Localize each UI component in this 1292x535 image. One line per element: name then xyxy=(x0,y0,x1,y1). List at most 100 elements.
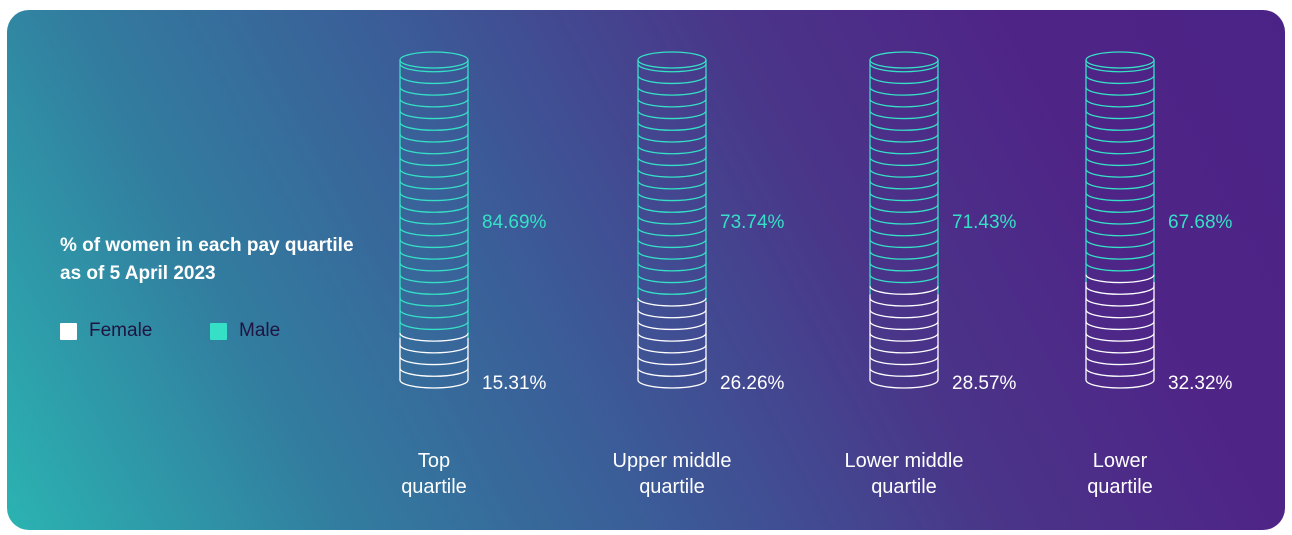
coin-edge xyxy=(637,356,707,366)
data-label-male-1: 84.69% xyxy=(482,212,547,233)
legend-item-male: Male xyxy=(210,320,280,342)
coin-edge xyxy=(637,344,707,354)
coin-edge xyxy=(869,133,939,143)
category-label-4: Lower quartile xyxy=(1030,448,1210,500)
coin-edge xyxy=(869,110,939,120)
category-label-line: Top xyxy=(417,450,451,472)
stack-4 xyxy=(1085,51,1155,389)
chart-card: % of women in each pay quartile as of 5 … xyxy=(7,10,1285,530)
coin-edge xyxy=(1085,215,1155,225)
coin-edge xyxy=(637,286,707,295)
coin-edge xyxy=(1085,192,1155,202)
coin-edge xyxy=(869,356,939,366)
coin-edge xyxy=(637,262,707,272)
coin-top xyxy=(1085,51,1155,69)
coin-edge xyxy=(637,215,707,225)
coin-edge xyxy=(399,86,469,96)
coin-edge xyxy=(399,122,469,131)
data-label-male-4: 67.68% xyxy=(1168,212,1233,233)
coin-edge xyxy=(399,75,469,85)
category-label-line: Lower middle xyxy=(844,450,964,472)
coin-edge xyxy=(1085,250,1155,260)
coin-edge xyxy=(869,98,939,108)
coin-edge xyxy=(637,250,707,260)
coin-edge xyxy=(869,309,939,319)
coin-edge xyxy=(637,75,707,85)
coin-edge xyxy=(399,227,469,237)
coin-edge xyxy=(637,297,707,307)
coin-edge xyxy=(637,321,707,331)
coin-edge xyxy=(1085,122,1155,131)
coin-edge xyxy=(637,86,707,96)
coin-edge xyxy=(399,168,469,178)
coin-edge xyxy=(1085,356,1155,366)
coin-edge xyxy=(399,321,469,331)
coin-edge xyxy=(399,239,469,249)
coin-edge xyxy=(1085,309,1155,319)
coin-edge xyxy=(1085,180,1155,190)
coin-top xyxy=(637,51,707,69)
coin-edge xyxy=(637,180,707,190)
coin-edge xyxy=(637,274,707,284)
coin-edge xyxy=(399,262,469,272)
data-label-female-3: 28.57% xyxy=(952,373,1017,394)
coin-edge xyxy=(869,86,939,96)
coin-edge xyxy=(637,133,707,143)
category-label-line: quartile xyxy=(871,476,937,498)
coin-edge xyxy=(869,145,939,155)
coin-edge xyxy=(869,297,939,307)
coin-edge xyxy=(869,250,939,260)
coin-edge xyxy=(399,274,469,284)
coin-edge xyxy=(399,157,469,167)
coin-edge xyxy=(1085,145,1155,155)
coin-edge xyxy=(869,379,939,389)
legend-item-female: Female xyxy=(60,320,152,342)
coin-edge xyxy=(1085,332,1155,342)
legend-label-female: Female xyxy=(89,320,153,341)
coin-edge xyxy=(399,309,469,319)
data-label-female-4: 32.32% xyxy=(1168,373,1233,394)
data-label-female-1: 15.31% xyxy=(482,373,547,394)
coin-edge xyxy=(1085,133,1155,143)
coin-edge xyxy=(399,344,469,354)
coin-edge xyxy=(869,168,939,178)
coin-edge xyxy=(637,204,707,213)
coin-edge xyxy=(1085,297,1155,307)
coin-edge xyxy=(869,239,939,249)
coin-edge xyxy=(1085,98,1155,108)
category-label-line: Lower xyxy=(1092,450,1148,472)
coin-edge xyxy=(869,262,939,272)
coin-edge xyxy=(399,133,469,143)
coin-edge xyxy=(869,180,939,190)
bar-female-2 xyxy=(637,297,707,389)
stack-2 xyxy=(637,51,707,389)
data-label-female-2: 26.26% xyxy=(720,373,785,394)
bar-female-3 xyxy=(869,286,939,389)
coin-edge xyxy=(399,145,469,155)
coin-edge xyxy=(869,63,939,73)
coin-edge xyxy=(869,192,939,202)
coin-edge xyxy=(869,344,939,354)
coin-edge xyxy=(637,227,707,237)
category-label-1: Top quartile xyxy=(344,448,524,500)
coin-edge xyxy=(869,75,939,85)
bar-female-4 xyxy=(1085,274,1155,389)
coin-top xyxy=(399,51,469,69)
coin-edge xyxy=(637,157,707,167)
coin-edge xyxy=(399,215,469,225)
coin-edge xyxy=(637,122,707,131)
coin-edge xyxy=(1085,274,1155,284)
coin-edge xyxy=(1085,379,1155,389)
category-label-3: Lower middle quartile xyxy=(814,448,994,500)
coin-edge xyxy=(399,110,469,120)
coin-edge xyxy=(637,368,707,377)
coin-stack-chart: 84.69% 15.31% 73.74% 26.26% 71.43% 28.57% 67.6… xyxy=(399,51,1233,394)
coin-edge xyxy=(869,227,939,237)
legend-label-male: Male xyxy=(239,320,281,341)
stack-3 xyxy=(869,51,939,389)
coin-edge xyxy=(869,321,939,331)
coin-edge xyxy=(1085,86,1155,96)
coin-edge xyxy=(399,368,469,377)
category-label-line: quartile xyxy=(1087,476,1153,498)
coin-edge xyxy=(869,215,939,225)
